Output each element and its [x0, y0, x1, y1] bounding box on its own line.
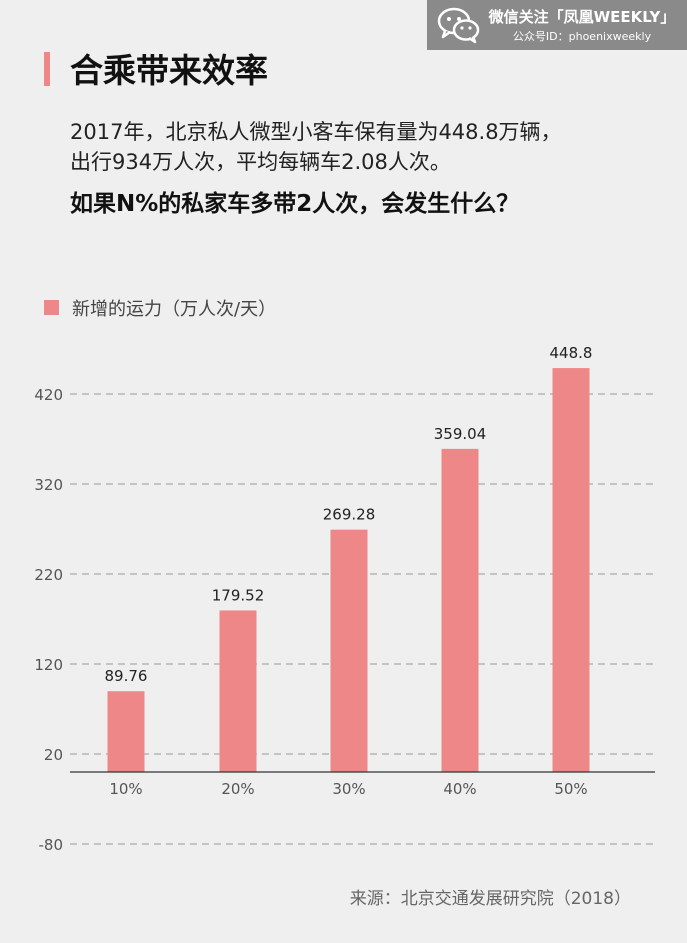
- y-tick-label: 120: [34, 656, 63, 674]
- y-tick-label: 320: [34, 476, 63, 494]
- watermark-badge: 微信关注「凤凰WEEKLY」 公众号ID：phoenixweekly: [427, 0, 687, 50]
- subtitle-line1: 2017年，北京私人微型小客车保有量为448.8万辆，: [70, 120, 562, 144]
- data-label: 448.8: [550, 344, 593, 362]
- y-tick-label: -80: [39, 836, 64, 854]
- y-tick-label: 420: [34, 386, 63, 404]
- bar: [330, 529, 368, 772]
- wechat-icon: [437, 7, 480, 44]
- data-label: 359.04: [434, 425, 487, 443]
- x-tick-label: 20%: [221, 780, 254, 798]
- bar: [552, 368, 590, 772]
- y-tick-label: 20: [44, 746, 63, 764]
- x-tick-label: 50%: [554, 780, 587, 798]
- data-label: 269.28: [323, 506, 376, 524]
- page-title: 合乘带来效率: [70, 51, 268, 90]
- watermark-line1: 微信关注「凤凰WEEKLY」: [488, 8, 676, 26]
- question-heading: 如果N%的私家车多带2人次，会发生什么？: [70, 191, 520, 217]
- x-tick-label: 10%: [109, 780, 142, 798]
- y-tick-label: 220: [34, 566, 63, 584]
- bar: [441, 448, 479, 772]
- bar: [219, 610, 257, 772]
- x-tick-label: 40%: [443, 780, 476, 798]
- watermark-line2: 公众号ID：phoenixweekly: [512, 30, 652, 43]
- bar: [107, 691, 145, 772]
- data-label: 179.52: [212, 586, 265, 604]
- title-accent-bar: [44, 52, 50, 86]
- data-label: 89.76: [105, 667, 148, 685]
- legend-swatch: [44, 300, 59, 315]
- subtitle-line2: 出行934万人次，平均每辆车2.08人次。: [70, 150, 451, 174]
- x-tick-label: 30%: [332, 780, 365, 798]
- source-note: 来源：北京交通发展研究院（2018）: [349, 889, 631, 909]
- legend-label: 新增的运力（万人次/天）: [72, 299, 277, 320]
